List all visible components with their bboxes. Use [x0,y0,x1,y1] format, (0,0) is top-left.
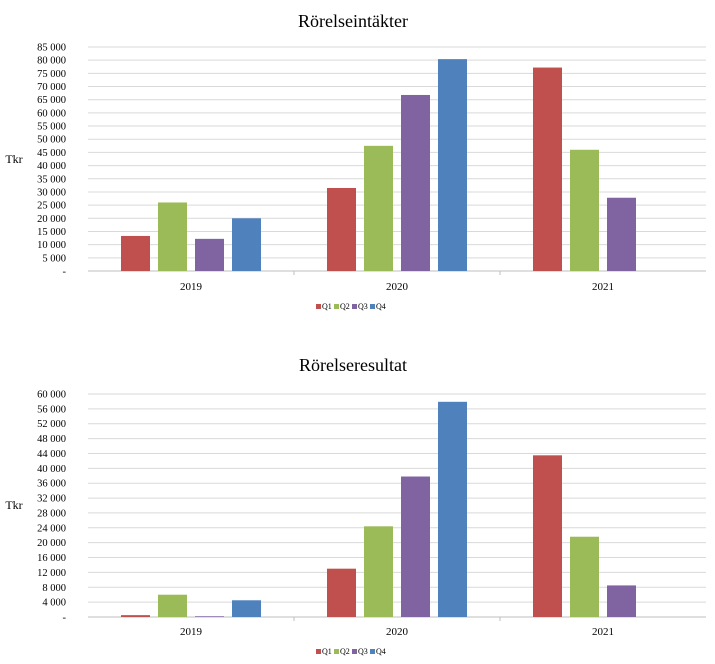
y-tick-label: 20 000 [37,214,66,225]
bar-q4-2020 [438,59,467,272]
bar-q4-2019 [232,218,261,271]
y-tick-label: 36 000 [37,479,66,490]
bar-q2-2021 [570,536,599,617]
bar-q3-2019 [195,238,224,271]
chart-title: Rörelseresultat [299,355,407,375]
y-tick-label: 4 000 [42,598,66,609]
chart-title: Rörelseintäkter [298,11,408,31]
y-tick-label: 30 000 [37,187,66,198]
legend-label-q1: Q1 [322,647,332,656]
y-tick-label: 28 000 [37,508,66,519]
x-tick-label: 2019 [180,626,203,638]
legend-swatch-q1 [316,304,321,309]
legend-label-q4: Q4 [376,302,386,311]
chart-rorelseintakter: Rörelseintäkter Tkr - 5 000 10 000 15 000 20 0… [5,11,706,311]
legend-swatch-q3 [352,649,357,654]
y-axis-label: Tkr [5,498,22,512]
y-tick-label: 40 000 [37,161,66,172]
y-tick-label: 60 000 [37,108,66,119]
chart-rorelseresultat: Rörelseresultat Tkr - 4 000 8 000 12 000 16 00… [5,355,706,656]
bar-q1-2021 [533,455,562,617]
y-tick-label: 80 000 [37,56,66,67]
bar-q3-2021 [607,197,636,271]
y-tick-label: 16 000 [37,553,66,564]
bar-q1-2020 [327,187,356,271]
legend-label-q4: Q4 [376,647,386,656]
bar-q1-2019 [121,235,150,271]
legend-label-q2: Q2 [340,647,350,656]
bar-q2-2020 [364,145,393,271]
bar-q3-2020 [401,94,430,271]
y-tick-label: 32 000 [37,494,66,505]
y-tick-label: 12 000 [37,568,66,579]
legend-swatch-q2 [334,649,339,654]
y-tick-label: 48 000 [37,434,66,445]
x-tick-label: 2020 [386,626,409,638]
bar-q1-2019 [121,615,150,617]
legend-swatch-q2 [334,304,339,309]
y-tick-label: 44 000 [37,449,66,460]
y-tick-label: 25 000 [37,201,66,212]
y-tick-label: 35 000 [37,174,66,185]
y-tick-label: 10 000 [37,240,66,251]
y-tick-label: 20 000 [37,538,66,549]
y-tick-label: 8 000 [42,583,66,594]
legend-swatch-q1 [316,649,321,654]
bar-q1-2021 [533,67,562,271]
y-tick-label: 52 000 [37,419,66,430]
legend-label-q1: Q1 [322,302,332,311]
bar-q1-2020 [327,568,356,617]
legend-label-q3: Q3 [358,302,368,311]
bar-q2-2020 [364,526,393,617]
y-tick-label: - [63,267,67,278]
bar-q2-2021 [570,149,599,271]
x-tick-label: 2019 [180,281,203,293]
bar-q4-2019 [232,600,261,617]
y-tick-label: 75 000 [37,69,66,80]
y-tick-label: 24 000 [37,523,66,534]
y-tick-label: 70 000 [37,82,66,93]
bar-q3-2020 [401,476,430,617]
bar-q2-2019 [158,202,187,271]
y-tick-label: 65 000 [37,95,66,106]
legend-swatch-q3 [352,304,357,309]
y-tick-label: 60 000 [37,390,66,401]
y-tick-label: 15 000 [37,227,66,238]
x-tick-label: 2020 [386,281,409,293]
y-tick-label: 5 000 [42,253,66,264]
y-tick-label: 56 000 [37,404,66,415]
bar-q3-2021 [607,585,636,617]
y-tick-label: 45 000 [37,148,66,159]
y-tick-label: 85 000 [37,43,66,54]
x-tick-label: 2021 [592,626,614,638]
y-tick-label: 55 000 [37,122,66,133]
y-tick-label: 50 000 [37,135,66,146]
y-axis-label: Tkr [5,152,22,166]
legend-swatch-q4 [370,649,375,654]
x-tick-label: 2021 [592,281,614,293]
bar-q4-2020 [438,401,467,617]
bar-q2-2019 [158,594,187,617]
legend-swatch-q4 [370,304,375,309]
y-tick-label: - [63,613,67,624]
legend-label-q3: Q3 [358,647,368,656]
bar-q3-2019 [195,616,224,617]
y-tick-label: 40 000 [37,464,66,475]
legend-label-q2: Q2 [340,302,350,311]
